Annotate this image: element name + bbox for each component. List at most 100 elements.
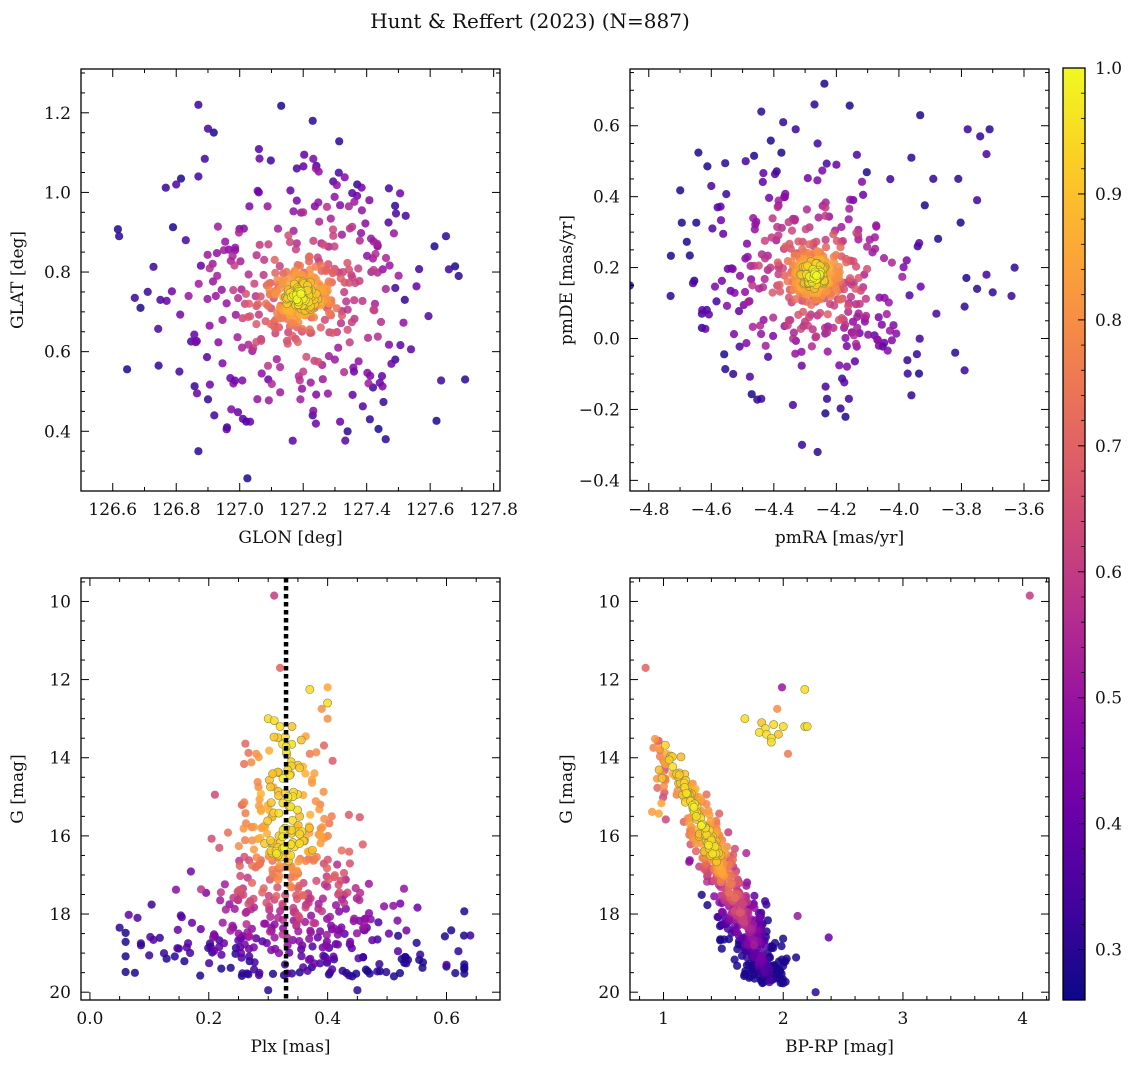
data-point — [215, 843, 224, 852]
data-point — [190, 330, 199, 339]
data-point — [750, 941, 759, 950]
data-point — [740, 918, 749, 927]
data-point — [249, 943, 258, 952]
data-point — [121, 937, 130, 947]
data-point — [310, 769, 319, 778]
data-point — [121, 928, 130, 938]
data-point — [461, 375, 470, 384]
data-point — [308, 116, 317, 125]
data-point — [666, 291, 675, 301]
data-point — [345, 847, 354, 856]
data-point — [234, 896, 243, 905]
data-point — [872, 221, 881, 230]
data-point — [330, 192, 339, 201]
data-point — [822, 394, 832, 403]
data-point — [374, 424, 383, 434]
data-point — [320, 315, 329, 324]
data-point — [391, 209, 401, 218]
data-point — [210, 946, 219, 956]
data-point — [387, 359, 396, 368]
data-point — [231, 243, 240, 252]
data-point — [344, 202, 353, 211]
data-point — [156, 295, 165, 304]
data-point — [284, 231, 293, 240]
data-point — [357, 206, 366, 215]
data-point — [231, 310, 240, 319]
data-point — [837, 222, 846, 232]
y-tick-label: 18 — [598, 905, 620, 925]
data-point — [249, 822, 258, 831]
data-point — [823, 328, 832, 337]
data-point — [396, 189, 405, 198]
x-tick-label: −4.4 — [753, 500, 794, 520]
data-point — [846, 292, 856, 301]
data-point — [297, 384, 307, 393]
data-point — [335, 907, 344, 916]
data-point — [859, 190, 868, 199]
data-point — [240, 798, 249, 807]
data-point — [330, 871, 339, 880]
data-point — [844, 394, 854, 403]
data-point — [374, 918, 383, 927]
data-point — [243, 474, 252, 483]
axes-frame — [629, 577, 1050, 1001]
data-point — [295, 261, 305, 270]
data-point — [240, 852, 249, 861]
data-point — [334, 880, 343, 889]
y-tick-label: 0.0 — [593, 330, 620, 350]
data-point — [200, 154, 209, 163]
data-point — [143, 287, 152, 296]
x-tick-label: 0.4 — [314, 1009, 341, 1029]
data-point — [306, 810, 315, 819]
data-point — [235, 885, 244, 895]
data-point — [840, 378, 849, 387]
data-point — [314, 198, 323, 207]
data-point — [352, 969, 361, 978]
data-point — [765, 975, 775, 985]
data-point — [760, 274, 769, 284]
data-point — [380, 902, 389, 911]
data-point — [716, 202, 725, 211]
data-point — [660, 788, 669, 797]
data-point — [813, 176, 822, 185]
data-point — [301, 769, 310, 778]
data-point — [391, 201, 400, 210]
data-point — [173, 944, 182, 953]
data-point — [432, 416, 441, 425]
data-point — [733, 878, 743, 887]
colorbar-tick-label: 0.6 — [1095, 563, 1122, 583]
data-point — [242, 969, 252, 978]
data-point — [343, 258, 352, 268]
data-point — [777, 942, 786, 951]
data-point — [756, 321, 765, 330]
data-point — [743, 252, 752, 261]
data-point — [320, 814, 329, 824]
data-point — [741, 287, 750, 297]
data-point — [389, 972, 399, 981]
data-point — [799, 307, 808, 316]
data-point — [149, 262, 158, 271]
data-point — [276, 388, 285, 397]
data-point — [676, 752, 686, 762]
data-point — [354, 357, 363, 366]
data-point — [323, 956, 332, 965]
data-point — [855, 299, 864, 308]
data-point — [861, 294, 871, 303]
data-point — [339, 898, 349, 908]
data-point — [754, 727, 764, 737]
data-point — [295, 376, 304, 385]
data-point — [657, 799, 666, 808]
data-point — [342, 297, 351, 306]
data-point — [766, 136, 775, 145]
data-point — [794, 237, 803, 246]
data-point — [757, 394, 766, 403]
data-point — [168, 223, 178, 232]
data-point — [776, 287, 785, 296]
y-tick-label: 0.4 — [44, 422, 71, 442]
data-point — [234, 929, 243, 938]
data-point — [862, 168, 871, 177]
data-point — [136, 303, 145, 312]
data-point — [316, 832, 325, 841]
data-point — [373, 332, 382, 341]
data-point — [765, 193, 774, 202]
